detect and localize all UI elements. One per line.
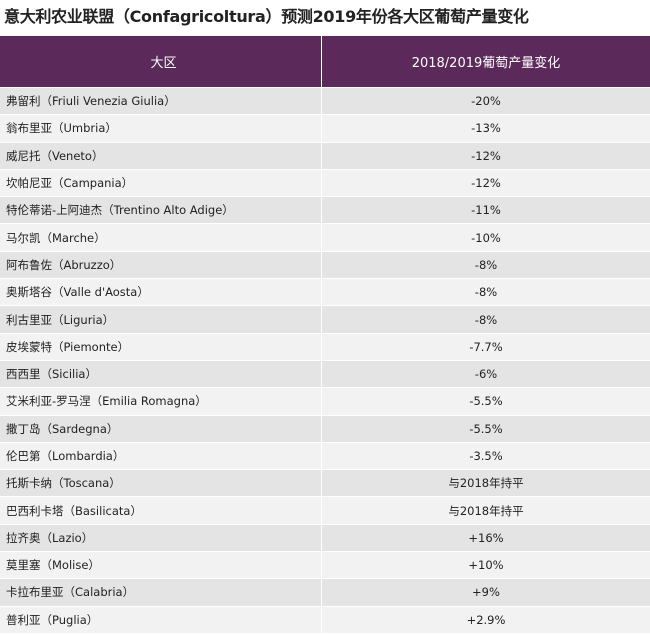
table-row: 利古里亚（Liguria） -8% bbox=[0, 306, 650, 334]
region-cell: 托斯卡纳（Toscana） bbox=[0, 470, 322, 497]
table-row: 奥斯塔谷（Valle d'Aosta） -8% bbox=[0, 279, 650, 307]
table-row: 拉齐奥（Lazio） +16% bbox=[0, 524, 650, 553]
change-cell: -7.7% bbox=[469, 339, 503, 354]
table: 大区 2018/2019葡萄产量变化弗留利（Friuli Venezia Giul… bbox=[0, 36, 650, 634]
region-cell: 奥斯塔谷（Valle d'Aosta） bbox=[0, 279, 322, 306]
change-cell: 与2018年持平 bbox=[448, 503, 524, 518]
table-row: 皮埃蒙特（Piemonte） -7.7% bbox=[0, 333, 650, 361]
table-row: 撒丁岛（Sardegna） -5.5% bbox=[0, 415, 650, 443]
region-cell: 艾米利亚-罗马涅（Emilia Romagna） bbox=[0, 388, 322, 415]
table-row: 托斯卡纳（Toscana） 与2018年持平 bbox=[0, 470, 650, 498]
table-row: 特伦蒂诺-上阿迪杰（Trentino Alto Adige） -11% bbox=[0, 197, 650, 225]
change-cell: -11% bbox=[471, 203, 501, 218]
table-row: 巴西利卡塔（Basilicata） 与2018年持平 bbox=[0, 497, 650, 525]
region-cell: 拉齐奥（Lazio） bbox=[0, 524, 322, 552]
change-cell: +10% bbox=[468, 558, 504, 573]
change-cell: -6% bbox=[474, 367, 498, 382]
table-row: 阿布鲁佐（Abruzzo） -8% bbox=[0, 251, 650, 280]
change-cell: -10% bbox=[471, 230, 501, 245]
column-header: 2018/2019葡萄产量变化 bbox=[411, 56, 561, 71]
change-cell: +9% bbox=[472, 585, 500, 600]
change-cell: -8% bbox=[474, 312, 498, 327]
change-cell: -20% bbox=[471, 94, 501, 109]
table-row: 艾米利亚-罗马涅（Emilia Romagna） -5.5% bbox=[0, 388, 650, 416]
table-row: 坎帕尼亚（Campania） -12% bbox=[0, 169, 650, 198]
region-cell: 威尼托（Veneto） bbox=[0, 142, 322, 169]
table-row: 弗留利（Friuli Venezia Giulia） -20% bbox=[0, 88, 650, 116]
table-row: 伦巴第（Lombardia） -3.5% bbox=[0, 442, 650, 471]
change-cell: +2.9% bbox=[466, 612, 506, 627]
title: 意大利农业联盟（Confagricoltura）预测2019年份各大区葡萄产量变… bbox=[4, 7, 529, 26]
region-cell: 西西里（Sicilia） bbox=[0, 360, 322, 388]
region-cell: 伦巴第（Lombardia） bbox=[0, 442, 322, 470]
change-cell: -8% bbox=[474, 285, 498, 300]
region-cell: 普利亚（Puglia） bbox=[0, 606, 322, 633]
table-row: 威尼托（Veneto） -12% bbox=[0, 142, 650, 170]
region-cell: 莫里塞（Molise） bbox=[0, 552, 322, 579]
region-cell: 巴西利卡塔（Basilicata） bbox=[0, 497, 322, 524]
change-cell: -5.5% bbox=[469, 421, 503, 436]
change-cell: -8% bbox=[474, 257, 498, 272]
region-cell: 皮埃蒙特（Piemonte） bbox=[0, 333, 322, 360]
table-row: 马尔凯（Marche） -10% bbox=[0, 224, 650, 252]
region-cell: 利古里亚（Liguria） bbox=[0, 306, 322, 333]
column-header: 大区 bbox=[0, 36, 322, 87]
region-cell: 翁布里亚（Umbria） bbox=[0, 115, 322, 142]
region-cell: 阿布鲁佐（Abruzzo） bbox=[0, 251, 322, 279]
region-cell: 卡拉布里亚（Calabria） bbox=[0, 579, 322, 606]
change-cell: +16% bbox=[468, 530, 504, 545]
change-cell: -13% bbox=[471, 121, 501, 136]
region-cell: 马尔凯（Marche） bbox=[0, 224, 322, 251]
change-cell: -3.5% bbox=[469, 449, 503, 463]
region-cell: 特伦蒂诺-上阿迪杰（Trentino Alto Adige） bbox=[0, 197, 322, 224]
change-cell: -12% bbox=[471, 148, 501, 163]
header-row: 大区 2018/2019葡萄产量变化 bbox=[0, 36, 650, 88]
table-row: 卡拉布里亚（Calabria） +9% bbox=[0, 579, 650, 607]
region-cell: 撒丁岛（Sardegna） bbox=[0, 415, 322, 442]
table-row: 西西里（Sicilia） -6% bbox=[0, 360, 650, 389]
table-row: 普利亚（Puglia） +2.9% bbox=[0, 606, 650, 634]
change-cell: 与2018年持平 bbox=[448, 476, 524, 491]
change-cell: -5.5% bbox=[469, 394, 503, 409]
region-cell: 坎帕尼亚（Campania） bbox=[0, 169, 322, 197]
region-cell: 弗留利（Friuli Venezia Giulia） bbox=[0, 88, 322, 115]
change-cell: -12% bbox=[471, 176, 501, 191]
table-row: 翁布里亚（Umbria） -13% bbox=[0, 115, 650, 143]
table-row: 莫里塞（Molise） +10% bbox=[0, 552, 650, 580]
